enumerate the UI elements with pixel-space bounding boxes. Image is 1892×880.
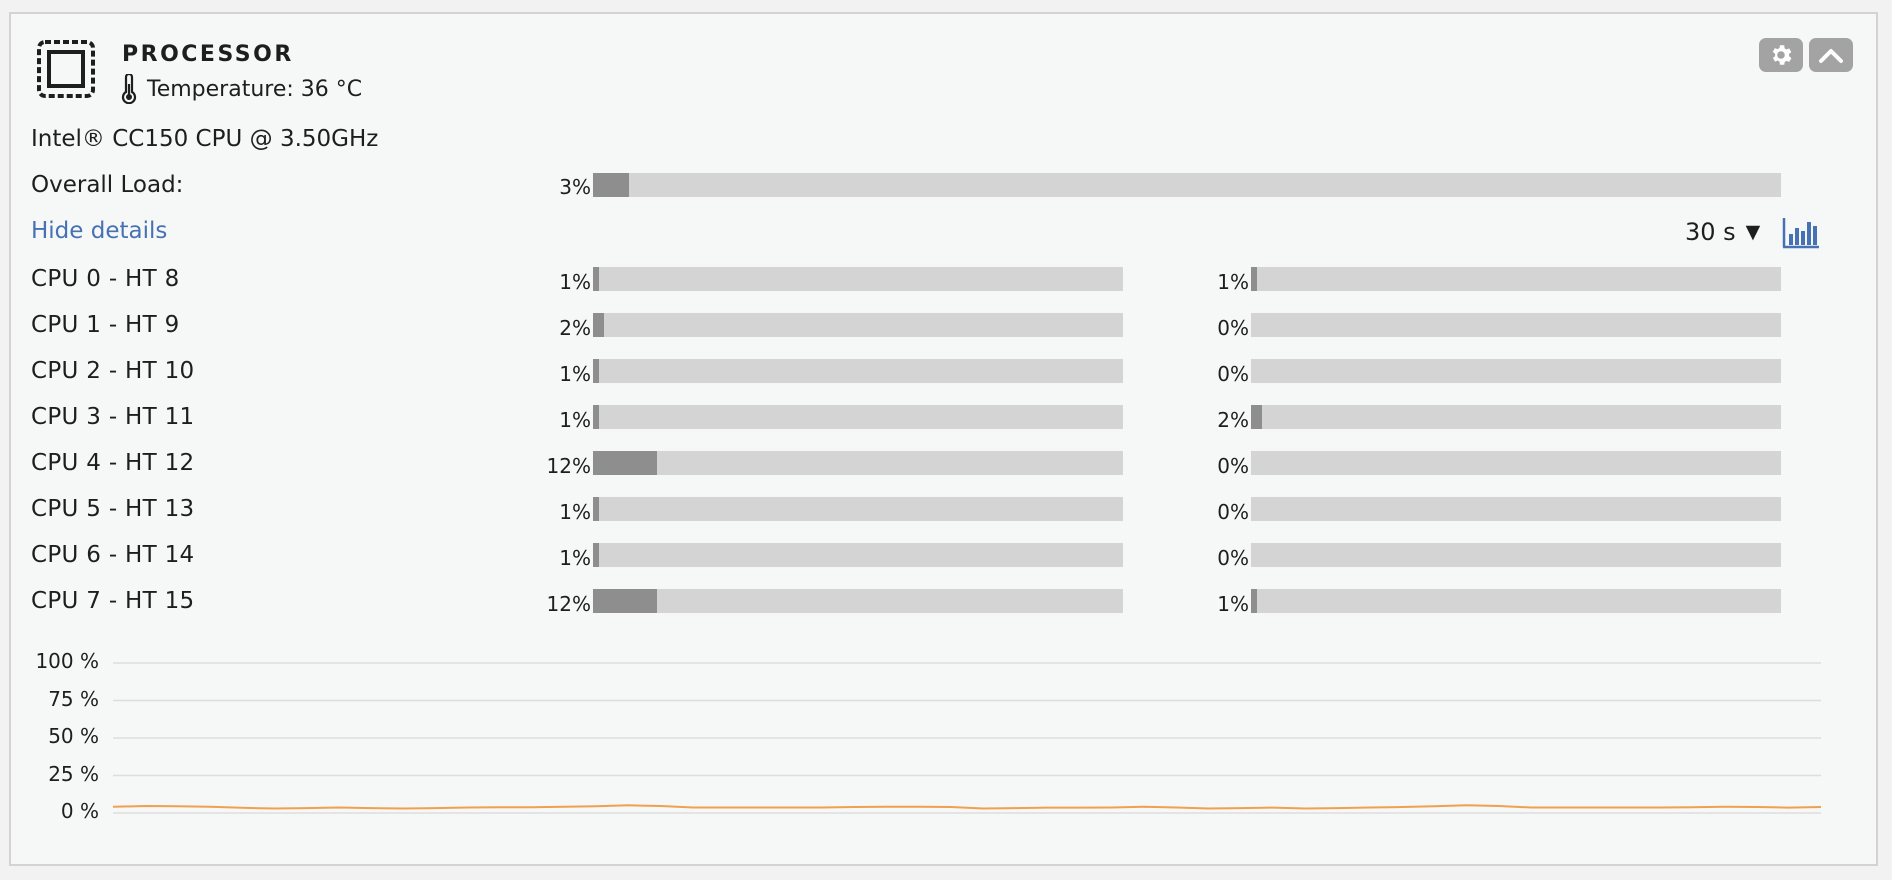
core-b-bar	[1251, 359, 1781, 383]
core-label: CPU 4 - HT 12	[31, 450, 195, 476]
core-b-bar	[1251, 497, 1781, 521]
core-a-bar-fill	[593, 589, 657, 613]
core-label: CPU 3 - HT 11	[31, 404, 195, 430]
settings-button[interactable]	[1759, 38, 1803, 72]
core-b-value: 0%	[1217, 316, 1249, 340]
temperature-row: Temperature: 36 °C	[121, 74, 362, 104]
core-b-bar	[1251, 543, 1781, 567]
core-a-value: 1%	[559, 546, 591, 570]
overall-load-label: Overall Load:	[31, 172, 184, 198]
load-series-line	[112, 804, 1822, 810]
core-a-bar-fill	[593, 359, 599, 383]
temperature-text: Temperature: 36 °C	[147, 76, 363, 102]
core-label: CPU 1 - HT 9	[31, 312, 180, 338]
core-a-value: 12%	[546, 592, 591, 616]
core-b-value: 0%	[1217, 500, 1249, 524]
y-tick-label: 50 %	[48, 724, 99, 748]
core-label: CPU 6 - HT 14	[31, 542, 195, 568]
y-tick-label: 0 %	[60, 799, 99, 823]
core-b-bar	[1251, 451, 1781, 475]
core-b-bar-fill	[1251, 589, 1257, 613]
core-b-bar	[1251, 267, 1781, 291]
chevron-down-icon: ▼	[1745, 221, 1761, 243]
y-tick-label: 100 %	[35, 649, 99, 673]
core-a-bar	[593, 313, 1123, 337]
core-label: CPU 5 - HT 13	[31, 496, 195, 522]
core-a-bar	[593, 451, 1123, 475]
cpu-chip-icon	[37, 40, 95, 98]
core-a-bar-fill	[593, 267, 599, 291]
core-a-bar-fill	[593, 451, 657, 475]
core-b-bar-fill	[1251, 405, 1262, 429]
core-b-value: 1%	[1217, 270, 1249, 294]
core-a-bar	[593, 589, 1123, 613]
chevron-up-icon	[1819, 49, 1843, 63]
core-b-value: 1%	[1217, 592, 1249, 616]
bar-chart-icon[interactable]	[1781, 216, 1821, 250]
core-a-bar	[593, 405, 1123, 429]
core-b-value: 2%	[1217, 408, 1249, 432]
chart-canvas	[112, 662, 1822, 814]
core-b-bar	[1251, 313, 1781, 337]
core-a-value: 1%	[559, 270, 591, 294]
core-a-value: 1%	[559, 408, 591, 432]
cpu-model: Intel® CC150 CPU @ 3.50GHz	[31, 126, 379, 152]
overall-load-bar	[593, 173, 1781, 197]
core-a-value: 2%	[559, 316, 591, 340]
y-tick-label: 75 %	[48, 686, 99, 711]
y-tick-label: 25 %	[48, 761, 99, 786]
processor-panel: PROCESSOR Temperature: 36 °C Intel® CC15…	[9, 12, 1878, 866]
interval-value: 30 s	[1685, 218, 1736, 246]
overall-load-bar-fill	[593, 173, 629, 197]
core-a-value: 1%	[559, 362, 591, 386]
core-label: CPU 7 - HT 15	[31, 588, 195, 614]
core-a-bar	[593, 497, 1123, 521]
overall-load-value: 3%	[559, 175, 591, 199]
core-a-bar	[593, 543, 1123, 567]
core-label: CPU 0 - HT 8	[31, 266, 180, 292]
hide-details-link[interactable]: Hide details	[31, 218, 168, 244]
core-a-bar-fill	[593, 405, 599, 429]
core-label: CPU 2 - HT 10	[31, 358, 195, 384]
gear-icon	[1772, 45, 1792, 65]
thermometer-icon	[121, 74, 137, 104]
core-b-value: 0%	[1217, 362, 1249, 386]
core-b-value: 0%	[1217, 454, 1249, 478]
collapse-button[interactable]	[1809, 38, 1853, 72]
core-a-bar-fill	[593, 313, 604, 337]
core-a-bar	[593, 267, 1123, 291]
panel-title: PROCESSOR	[122, 42, 294, 67]
core-b-value: 0%	[1217, 546, 1249, 570]
core-a-bar	[593, 359, 1123, 383]
core-a-value: 1%	[559, 500, 591, 524]
core-a-bar-fill	[593, 543, 599, 567]
interval-select[interactable]: 30 s ▼	[1685, 218, 1760, 246]
core-b-bar	[1251, 589, 1781, 613]
core-a-value: 12%	[546, 454, 591, 478]
core-b-bar	[1251, 405, 1781, 429]
core-b-bar-fill	[1251, 267, 1257, 291]
core-a-bar-fill	[593, 497, 599, 521]
